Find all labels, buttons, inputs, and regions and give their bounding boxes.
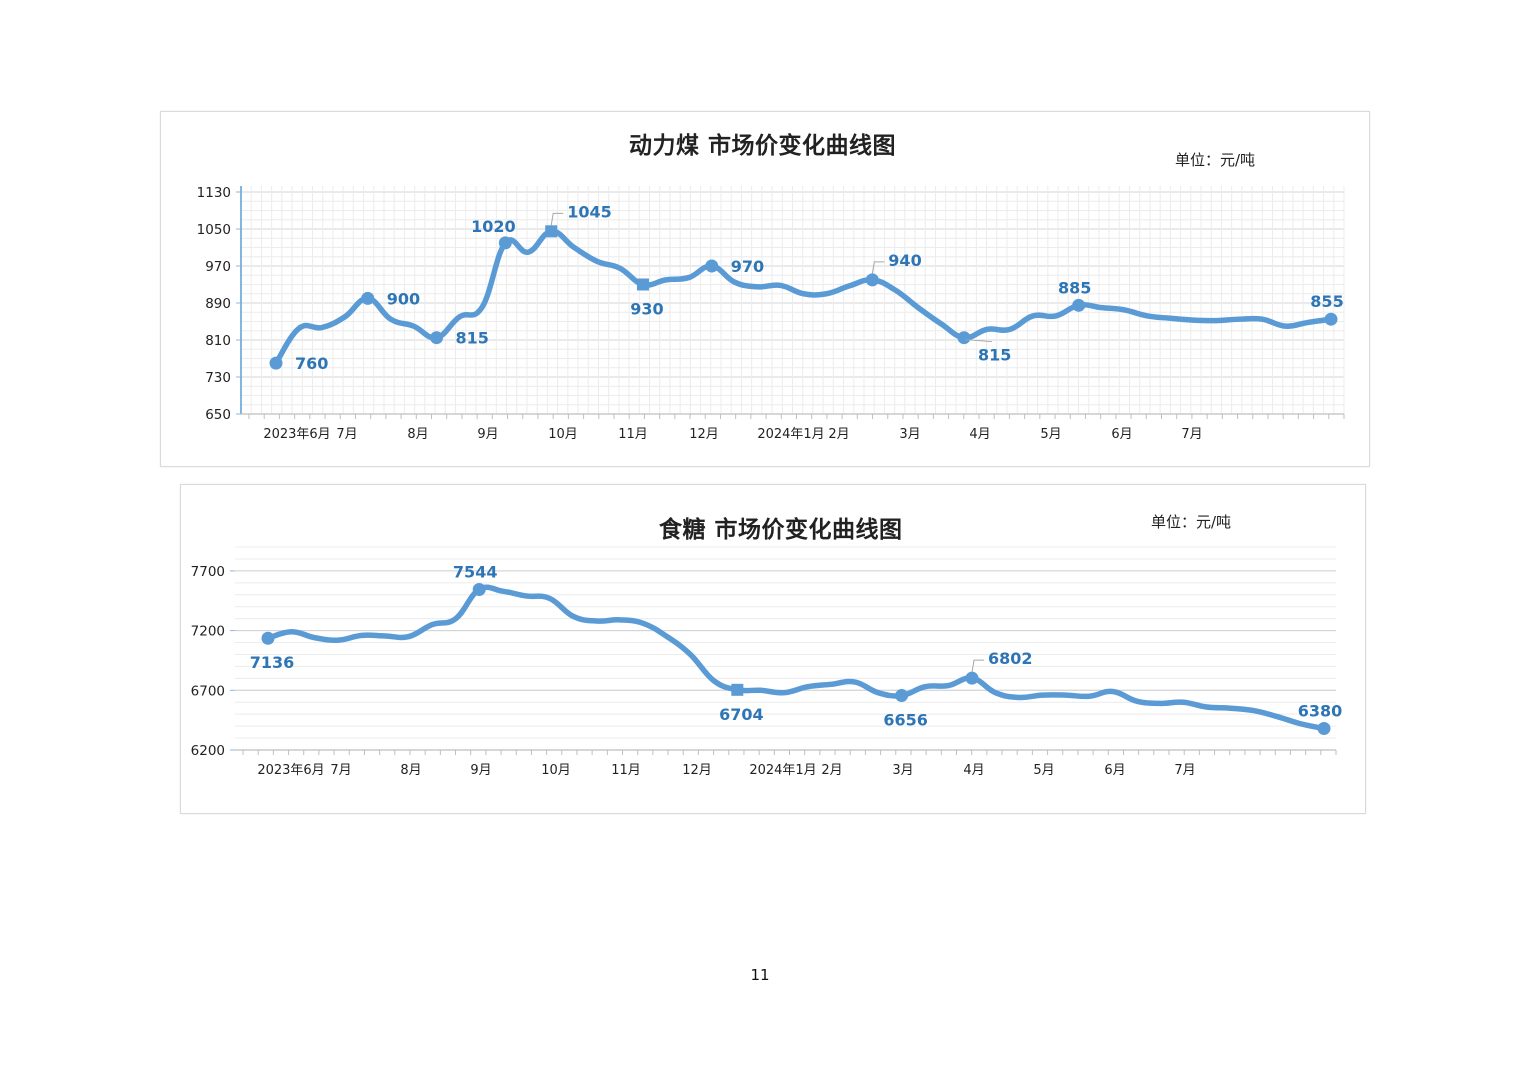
x-tick-label: 10月 xyxy=(541,763,571,778)
x-tick-label: 5月 xyxy=(1040,427,1061,442)
x-tick-label: 7月 xyxy=(330,763,351,778)
data-point xyxy=(957,331,971,345)
y-tick-label: 6700 xyxy=(191,683,225,699)
data-point xyxy=(636,278,649,291)
data-label: 815 xyxy=(978,346,1011,365)
data-label: 930 xyxy=(630,300,663,319)
x-tick-label: 7月 xyxy=(1174,763,1195,778)
data-point xyxy=(430,331,444,345)
x-tick-label: 9月 xyxy=(470,763,491,778)
series-line xyxy=(273,228,1334,366)
series-line xyxy=(265,584,1327,732)
x-tick-label: 4月 xyxy=(969,427,990,442)
x-tick-label: 2023年6月 xyxy=(257,763,324,778)
sugar-price-chart: 6200 6700 7200 7700 2023年6月 7月 8月 9月 10月 11月 12月 20… xyxy=(191,546,1343,778)
data-point xyxy=(865,273,879,287)
chart-title: 动力煤 市场价变化曲线图 xyxy=(629,133,897,159)
data-point xyxy=(498,236,512,250)
y-tick-label: 890 xyxy=(205,296,231,312)
y-tick-label: 730 xyxy=(205,370,231,386)
data-point xyxy=(261,631,275,645)
y-tick-label: 810 xyxy=(205,333,231,349)
data-point xyxy=(705,259,719,273)
y-tick-label: 7200 xyxy=(191,624,225,640)
data-point xyxy=(895,689,909,703)
coal-price-chart: 650 730 810 890 970 1050 1130 2023年6月 7月 8月 9月 10月 1… xyxy=(197,185,1345,442)
grid xyxy=(235,546,1336,751)
unit-label: 单位：元/吨 xyxy=(1151,513,1232,531)
data-point xyxy=(361,291,375,305)
x-tick-label: 4月 xyxy=(963,763,984,778)
x-tick-label: 8月 xyxy=(400,763,421,778)
x-axis-ticks xyxy=(242,750,1337,755)
data-label: 970 xyxy=(731,257,764,276)
x-tick-label: 6月 xyxy=(1104,763,1125,778)
data-label: 900 xyxy=(387,289,420,308)
page-number: 11 xyxy=(750,966,770,984)
x-tick-label: 2024年1月 xyxy=(749,763,816,778)
x-tick-label: 11月 xyxy=(618,427,648,442)
x-tick-label: 2024年1月 xyxy=(757,427,824,442)
data-label: 1045 xyxy=(567,202,612,221)
data-point xyxy=(269,356,283,370)
data-label: 760 xyxy=(295,354,328,373)
label-leader xyxy=(966,339,993,343)
grid xyxy=(240,186,1345,415)
data-label: 940 xyxy=(888,251,921,270)
data-label: 7544 xyxy=(453,563,498,582)
data-point xyxy=(1324,312,1338,326)
x-tick-label: 11月 xyxy=(611,763,641,778)
coal-chart-panel: 动力煤 市场价变化曲线图 单位：元/吨 650 730 810 890 970 1050 1… xyxy=(160,111,1370,467)
data-point xyxy=(731,683,744,696)
data-label: 1020 xyxy=(471,217,516,236)
data-point xyxy=(1072,298,1086,312)
chart-title: 食糖 市场价变化曲线图 xyxy=(659,517,903,543)
data-label: 855 xyxy=(1310,292,1343,311)
y-tick-label: 7700 xyxy=(191,564,225,580)
x-tick-label: 12月 xyxy=(682,763,712,778)
x-tick-label: 3月 xyxy=(899,427,920,442)
label-leader xyxy=(971,659,984,673)
data-point xyxy=(1317,722,1331,736)
data-label: 815 xyxy=(456,329,489,348)
x-tick-label: 2月 xyxy=(821,763,842,778)
data-point xyxy=(965,671,979,685)
x-tick-label: 10月 xyxy=(548,427,578,442)
data-label: 6704 xyxy=(719,705,764,724)
y-tick-label: 6200 xyxy=(191,743,225,759)
x-tick-label: 5月 xyxy=(1033,763,1054,778)
data-label: 6380 xyxy=(1298,702,1343,721)
data-label: 6802 xyxy=(988,649,1033,668)
y-tick-label: 650 xyxy=(205,407,231,423)
label-leader xyxy=(871,261,885,274)
y-tick-label: 1050 xyxy=(197,222,231,238)
data-point xyxy=(545,225,558,238)
data-label: 6656 xyxy=(883,711,928,730)
x-tick-label: 2月 xyxy=(828,427,849,442)
x-tick-label: 7月 xyxy=(336,427,357,442)
x-tick-label: 7月 xyxy=(1181,427,1202,442)
label-leader xyxy=(550,212,564,226)
x-tick-label: 2023年6月 xyxy=(263,427,330,442)
x-tick-label: 12月 xyxy=(689,427,719,442)
data-label: 885 xyxy=(1058,278,1091,297)
x-tick-label: 8月 xyxy=(407,427,428,442)
x-tick-label: 6月 xyxy=(1111,427,1132,442)
data-point xyxy=(472,583,486,597)
unit-label: 单位：元/吨 xyxy=(1175,151,1256,169)
x-tick-label: 9月 xyxy=(477,427,498,442)
sugar-chart-panel: 食糖 市场价变化曲线图 单位：元/吨 6200 6700 7200 7700 2023年… xyxy=(180,484,1366,814)
y-tick-label: 970 xyxy=(205,259,231,275)
x-axis-ticks xyxy=(248,414,1345,419)
y-tick-label: 1130 xyxy=(197,185,231,201)
x-tick-label: 3月 xyxy=(892,763,913,778)
data-label: 7136 xyxy=(250,653,295,672)
